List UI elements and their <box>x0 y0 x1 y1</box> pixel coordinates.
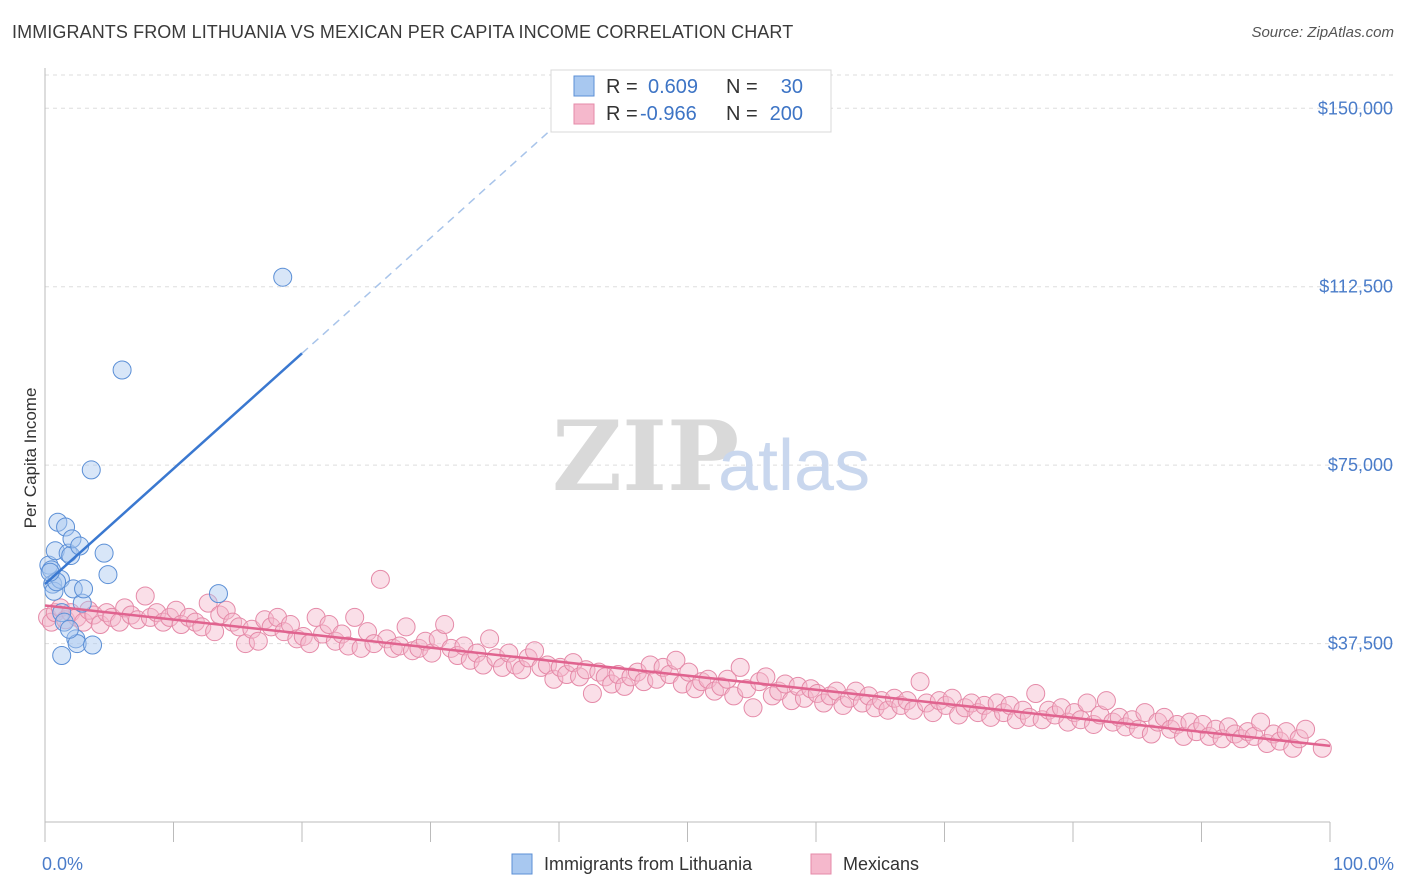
legend-r-value-2: -0.966 <box>640 103 697 125</box>
mexican-point-164 <box>1077 693 1097 713</box>
mexican-point-87 <box>582 684 602 704</box>
bottom-legend: Immigrants from Lithuania Mexicans <box>511 853 919 875</box>
mexican-point-138 <box>910 672 930 692</box>
mexicans-points <box>38 569 1332 758</box>
gridlines <box>45 74 1395 645</box>
mexican-point-71 <box>480 629 500 649</box>
lithuania-point-18 <box>74 579 94 599</box>
mexican-point-85 <box>570 667 590 687</box>
legend-n-label-2: N = <box>726 103 758 125</box>
bottom-legend-swatch-lithuania <box>511 853 533 875</box>
lithuania-point-26 <box>52 645 72 665</box>
lithuania-point-23 <box>112 360 132 380</box>
mexican-point-27 <box>198 593 218 613</box>
mexican-point-10 <box>90 615 110 635</box>
mexican-point-14 <box>115 598 135 618</box>
mexican-point-173 <box>1135 703 1155 723</box>
lithuania-point-22 <box>98 565 118 585</box>
legend-n-value-1: 30 <box>781 76 803 98</box>
lithuania-point-25 <box>273 267 293 287</box>
mexican-point-103 <box>685 679 705 699</box>
lithuania-points <box>39 267 293 665</box>
watermark-atlas: atlas <box>718 426 870 506</box>
mexican-point-30 <box>216 600 236 620</box>
mexican-point-123 <box>814 693 834 713</box>
mexican-point-126 <box>833 695 853 715</box>
watermark-zip: ZIP <box>552 400 739 513</box>
legend-r-value-1: 0.609 <box>648 76 698 98</box>
mexican-point-17 <box>135 586 155 606</box>
y-tick-label-3: $150,000 <box>1318 98 1393 118</box>
mexican-point-198 <box>1296 719 1316 739</box>
mexican-point-114 <box>756 667 776 687</box>
mexican-point-35 <box>248 631 268 651</box>
x-tick-label-min: 0.0% <box>42 854 83 874</box>
mexican-point-182 <box>1193 714 1213 734</box>
y-tick-label-1: $75,000 <box>1328 455 1393 475</box>
mexican-point-58 <box>396 617 416 637</box>
lithuania-trend-line <box>44 352 303 586</box>
mexican-point-54 <box>370 569 390 589</box>
lithuania-point-24 <box>208 584 228 604</box>
lithuania-point-9 <box>56 517 76 537</box>
y-tick-label-2: $112,500 <box>1319 277 1393 297</box>
mexican-point-191 <box>1251 712 1271 732</box>
mexican-point-156 <box>1026 684 1046 704</box>
mexican-point-100 <box>666 650 686 670</box>
chart-title: IMMIGRANTS FROM LITHUANIA VS MEXICAN PER… <box>12 22 794 42</box>
mexican-point-167 <box>1096 691 1116 711</box>
mexican-point-112 <box>743 698 763 718</box>
mexican-point-143 <box>942 688 962 708</box>
mexican-point-97 <box>647 669 667 689</box>
legend-r-label-2: R = <box>606 103 638 125</box>
lithuania-point-19 <box>81 460 101 480</box>
mexican-point-81 <box>544 669 564 689</box>
y-tick-labels: $37,500 $75,000 $112,500 $150,000 <box>1318 98 1393 653</box>
lithuania-point-13 <box>63 579 83 599</box>
y-axis-label: Per Capita Income <box>21 388 40 529</box>
bottom-legend-label-lithuania: Immigrants from Lithuania <box>544 854 753 874</box>
mexican-point-42 <box>293 626 313 646</box>
y-tick-label-0: $37,500 <box>1328 634 1393 654</box>
legend-n-label-1: N = <box>726 76 758 98</box>
mexican-point-179 <box>1174 726 1194 746</box>
trend-lines <box>44 122 1331 748</box>
mexican-point-76 <box>512 660 532 680</box>
mexican-point-46 <box>319 615 339 635</box>
x-tick-labels: 0.0% 100.0% <box>42 854 1394 874</box>
mexican-point-50 <box>345 607 365 627</box>
bottom-legend-swatch-mexicans <box>810 853 832 875</box>
legend-r-label-1: R = <box>606 76 638 98</box>
x-tick-label-max: 100.0% <box>1333 854 1394 874</box>
mexican-point-64 <box>435 615 455 635</box>
mexican-point-110 <box>730 657 750 677</box>
chart-source: Source: ZipAtlas.com <box>1251 24 1394 41</box>
legend-swatch-lithuania <box>573 75 595 97</box>
mexican-point-92 <box>615 676 635 696</box>
mexican-point-196 <box>1283 738 1303 758</box>
mexican-point-199 <box>1312 738 1332 758</box>
lithuania-point-12 <box>62 529 82 549</box>
legend-swatch-mexicans <box>573 103 595 125</box>
lithuania-point-28 <box>59 619 79 639</box>
mexican-point-174 <box>1141 724 1161 744</box>
lithuania-trend-extension <box>301 122 560 354</box>
legend-n-value-2: 200 <box>770 103 803 125</box>
legend-box: R = 0.609 N = 30 R = -0.966 N = 200 <box>550 69 832 133</box>
mexican-trend-line <box>44 604 1331 748</box>
lithuania-point-20 <box>83 635 103 655</box>
axes <box>44 68 1331 842</box>
mexican-point-107 <box>711 676 731 696</box>
lithuania-point-17 <box>72 593 92 613</box>
bottom-legend-label-mexicans: Mexicans <box>843 854 919 874</box>
mexican-point-133 <box>878 700 898 720</box>
mexican-point-78 <box>525 641 545 661</box>
lithuania-point-21 <box>94 543 114 563</box>
